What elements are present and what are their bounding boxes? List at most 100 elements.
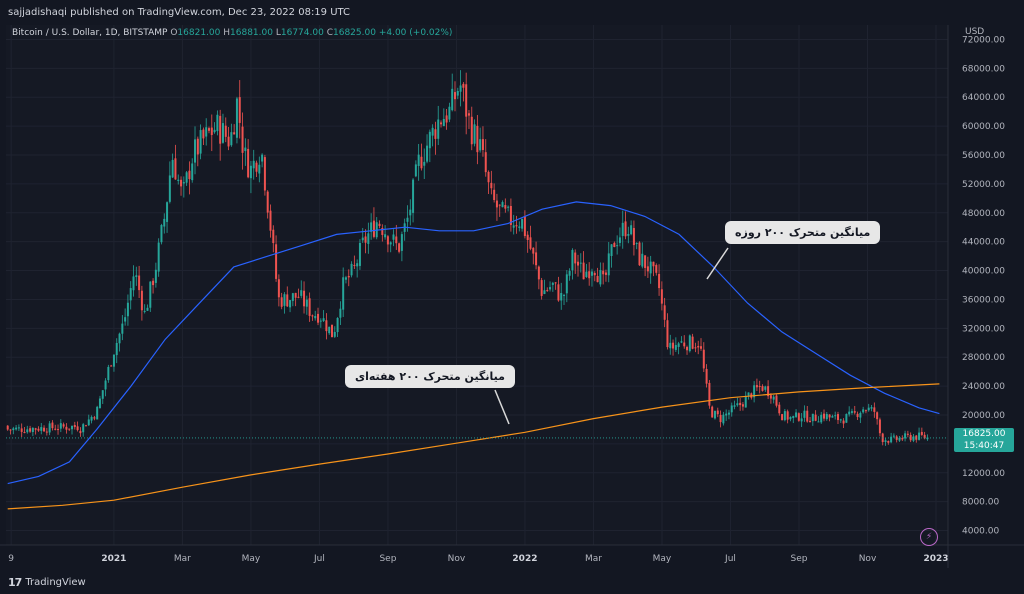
- candle-body: [672, 342, 675, 349]
- candle-body: [104, 380, 107, 390]
- candle-body: [551, 282, 554, 285]
- candle-body: [677, 343, 680, 347]
- candle-body: [180, 179, 183, 187]
- candle-body: [817, 421, 820, 423]
- candle-body: [540, 280, 543, 296]
- candle-body: [157, 242, 160, 272]
- ma200-day-callout[interactable]: میانگین متحرک ۲۰۰ روزه: [725, 221, 881, 244]
- lightning-icon[interactable]: ⚡: [920, 528, 938, 546]
- candle-body: [344, 277, 347, 280]
- candle-body: [481, 139, 484, 150]
- candle-body: [252, 160, 255, 169]
- candle-body: [501, 202, 504, 208]
- candle-body: [655, 265, 658, 273]
- y-tick-label: 12000.00: [962, 469, 1005, 479]
- ma200-day-line: [7, 201, 940, 485]
- candle-body: [291, 293, 294, 301]
- candle-body: [163, 218, 166, 227]
- candle-body: [470, 116, 473, 145]
- candle-body: [255, 162, 258, 172]
- candle-body: [389, 242, 392, 245]
- x-tick-label: May: [242, 554, 261, 564]
- candle-body: [820, 414, 823, 423]
- candle-body: [51, 422, 54, 429]
- candle-body: [909, 434, 912, 441]
- candle-body: [227, 136, 230, 147]
- candle-body: [627, 234, 630, 236]
- candle-body: [831, 416, 834, 418]
- candle-body: [26, 429, 29, 433]
- tradingview-logo[interactable]: 17 TradingView: [8, 576, 86, 589]
- candle-body: [126, 302, 129, 317]
- candle-body: [604, 272, 607, 275]
- candle-body: [635, 243, 638, 245]
- candle-body: [182, 182, 185, 184]
- y-tick-label: 44000.00: [962, 238, 1005, 248]
- candle-body: [607, 253, 610, 276]
- candle-body: [132, 276, 135, 291]
- candle-body: [490, 182, 493, 189]
- candle-body: [632, 228, 635, 246]
- candle-body: [582, 262, 585, 280]
- candle-body: [269, 210, 272, 231]
- candle-body: [767, 386, 770, 397]
- candle-body: [669, 342, 672, 349]
- candle-body: [353, 264, 356, 266]
- candle-body: [381, 227, 384, 235]
- candle-body: [697, 345, 700, 348]
- candle-body: [216, 114, 219, 132]
- candle-body: [560, 293, 563, 301]
- candle-body: [543, 290, 546, 294]
- candle-body: [674, 345, 677, 350]
- candle-body: [839, 419, 842, 421]
- symbol-name[interactable]: Bitcoin / U.S. Dollar, 1D, BITSTAMP: [12, 28, 168, 38]
- candle-body: [73, 425, 76, 428]
- plot-area: [6, 25, 948, 545]
- y-tick-label: 24000.00: [962, 382, 1005, 392]
- candle-body: [783, 411, 786, 421]
- candle-body: [803, 410, 806, 418]
- candle-body: [168, 175, 171, 202]
- candle-body: [630, 225, 633, 235]
- candle-body: [350, 263, 353, 276]
- candle-body: [202, 129, 205, 139]
- candle-body: [356, 263, 359, 267]
- candle-body: [638, 242, 641, 266]
- candle-body: [618, 237, 621, 243]
- candle-body: [758, 385, 761, 387]
- candle-body: [417, 154, 420, 166]
- y-tick-label: 20000.00: [962, 411, 1005, 421]
- candle-body: [87, 419, 90, 426]
- candle-body: [484, 152, 487, 173]
- candle-body: [546, 290, 549, 292]
- candle-body: [923, 434, 926, 439]
- ma200-day-callout-text: میانگین متحرک ۲۰۰ روزه: [735, 226, 871, 239]
- candle-body: [20, 428, 23, 432]
- candle-body: [367, 233, 370, 244]
- high-label: H: [223, 28, 231, 38]
- candle-body: [599, 270, 602, 285]
- candle-body: [96, 406, 99, 420]
- candle-body: [57, 429, 60, 431]
- candle-body: [406, 217, 409, 222]
- candle-body: [412, 179, 415, 213]
- candle-body: [230, 132, 233, 146]
- symbol-legend: Bitcoin / U.S. Dollar, 1D, BITSTAMP O168…: [12, 28, 452, 38]
- x-tick-label: Jul: [724, 554, 736, 564]
- candle-body: [526, 234, 529, 241]
- candle-body: [719, 414, 722, 423]
- candle-body: [9, 429, 12, 431]
- candle-body: [814, 414, 817, 421]
- candle-body: [124, 317, 127, 322]
- ma200-week-callout[interactable]: میانگین متحرک ۲۰۰ هفته‌ای: [345, 365, 515, 388]
- candle-body: [174, 158, 177, 180]
- candle-body: [568, 270, 571, 276]
- x-tick-label: Sep: [379, 554, 396, 564]
- candle-body: [152, 280, 155, 286]
- candle-body: [65, 426, 68, 430]
- candle-body: [333, 331, 336, 337]
- candle-body: [574, 252, 577, 264]
- candle-body: [610, 244, 613, 256]
- x-tick-label: 2023: [923, 554, 948, 564]
